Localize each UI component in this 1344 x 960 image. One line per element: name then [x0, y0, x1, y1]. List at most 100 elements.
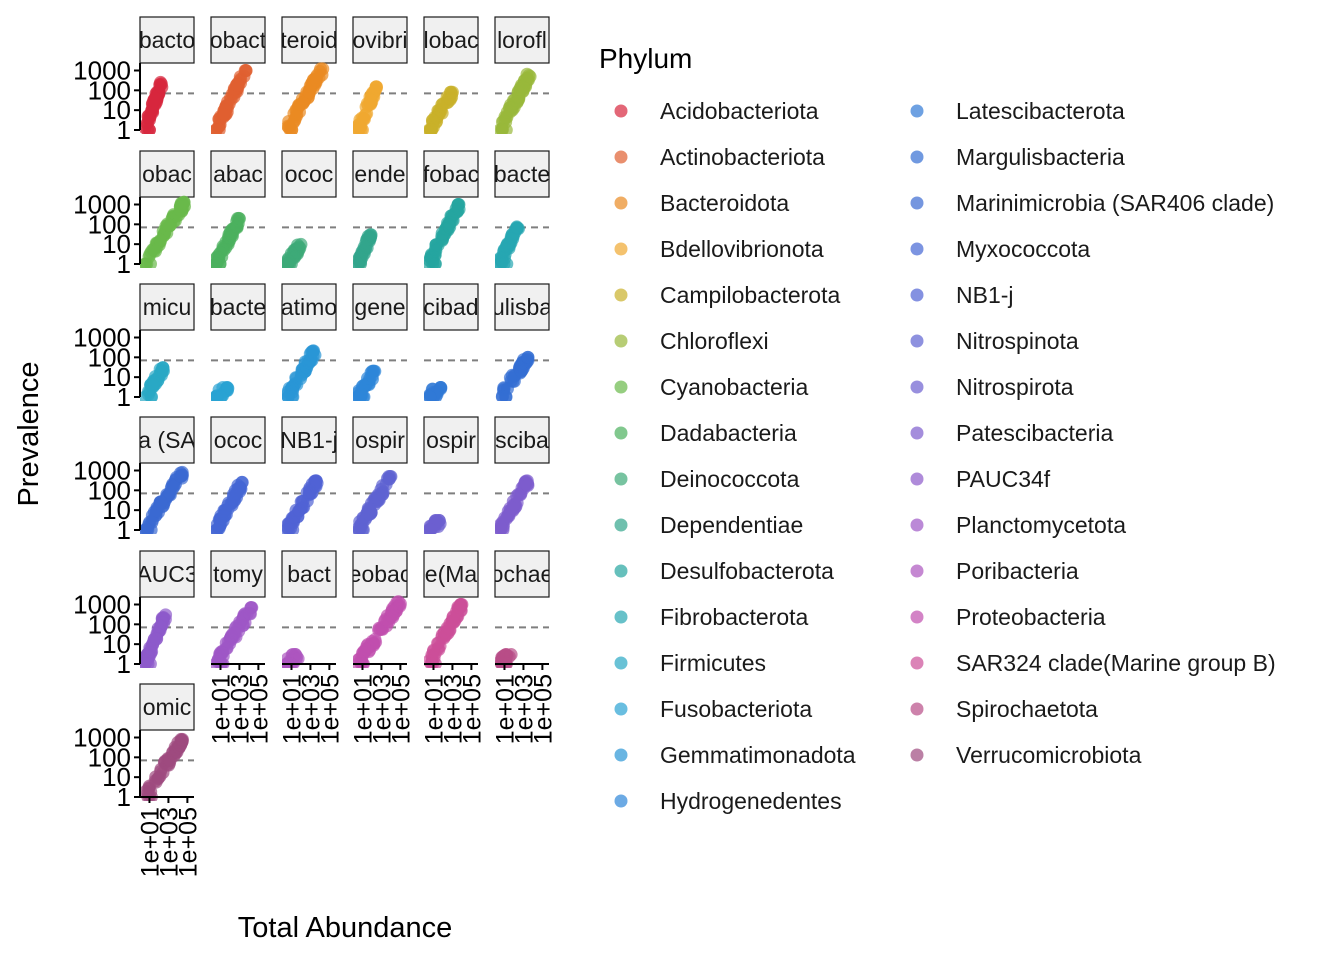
y-tick-label: 1	[117, 382, 131, 412]
x-tick-label: 1e+03	[155, 807, 183, 877]
legend-label: Bacteroidota	[660, 190, 789, 216]
legend-item: Proteobacteria	[910, 604, 1106, 630]
legend-label: Deinococcota	[660, 466, 800, 492]
legend-label: PAUC34f	[956, 466, 1051, 492]
y-tick-label: 1	[117, 115, 131, 145]
x-tick-label: 1e+05	[316, 674, 344, 744]
facet-panel-gemmatimonadota: atimo	[281, 283, 337, 401]
legend-key	[910, 380, 924, 394]
legend-title: Phylum	[599, 43, 692, 74]
legend-key	[614, 472, 628, 486]
data-point	[213, 257, 227, 268]
legend-item: Acidobacteriota	[614, 98, 819, 124]
data-point	[355, 111, 369, 125]
legend-item: PAUC34f	[910, 466, 1051, 492]
facet-strip-label: ospir	[355, 427, 405, 453]
facet-strip-label: ospir	[426, 427, 476, 453]
legend-key	[910, 518, 924, 532]
data-point	[503, 371, 517, 385]
facet-strip-label: cibad	[424, 294, 479, 320]
data-point	[140, 257, 154, 268]
x-tick-label: 1e+05	[245, 674, 273, 744]
facet-strip-label: gene	[354, 294, 405, 320]
legend-label: NB1-j	[956, 282, 1014, 308]
facet-strip	[423, 550, 479, 598]
legend-label: Myxococcota	[956, 236, 1090, 262]
data-point	[154, 495, 168, 509]
y-tick-label: 10	[102, 762, 131, 792]
facet-strip-label: fobac	[423, 161, 479, 187]
legend-item: Actinobacteriota	[614, 144, 825, 170]
data-point	[439, 628, 453, 642]
facet-strip	[494, 283, 550, 331]
data-point	[353, 390, 365, 401]
facet-strip-label: ovibri	[353, 27, 408, 53]
facet-panel-desulfobacterota: fobac	[423, 150, 479, 268]
data-point	[239, 63, 253, 77]
legend-label: Latescibacterota	[956, 98, 1125, 124]
facet-strip	[423, 416, 479, 464]
data-point	[175, 732, 189, 746]
facet-strip	[281, 283, 337, 331]
data-point	[147, 94, 161, 108]
data-point	[233, 615, 247, 629]
facet-panel-bacteroidota: teroid	[281, 16, 337, 134]
legend-label: SAR324 clade(Marine group B)	[956, 650, 1276, 676]
points	[140, 465, 189, 534]
facet-strip-label: lobac	[424, 27, 479, 53]
points	[140, 608, 173, 668]
legend-key	[910, 104, 924, 118]
data-point	[353, 257, 365, 268]
data-point	[502, 101, 516, 115]
legend-label: Nitrospirota	[956, 374, 1074, 400]
legend-label: Desulfobacterota	[660, 558, 834, 584]
facet-strip	[210, 550, 266, 598]
y-tick-label: 100	[88, 609, 131, 639]
facet-strip-label: ococ	[285, 161, 334, 187]
data-point	[364, 228, 378, 242]
points	[495, 474, 535, 534]
legend-key	[614, 242, 628, 256]
legend-item: NB1-j	[910, 282, 1014, 308]
facet-panel-dependentiae: ende	[352, 150, 408, 268]
legend-item: Cyanobacteria	[614, 374, 809, 400]
facet-panel-nitrospinota: ospir	[352, 416, 408, 534]
data-point	[433, 517, 447, 531]
legend-key	[614, 518, 628, 532]
data-point	[384, 469, 398, 483]
legend-label: Proteobacteria	[956, 604, 1106, 630]
facet-strip-label: tomy	[213, 561, 263, 587]
legend-item: Firmicutes	[614, 650, 766, 676]
facet-strip	[281, 150, 337, 198]
facet-panel-deinococcota: ococ	[281, 150, 337, 268]
data-point	[354, 123, 368, 134]
facet-strip-label: ococ	[214, 427, 263, 453]
facet-strip-label: ende	[354, 161, 405, 187]
data-point	[424, 390, 437, 401]
legend-label: Bdellovibrionota	[660, 236, 824, 262]
legend-label: Actinobacteriota	[660, 144, 825, 170]
data-point	[369, 635, 383, 649]
legend-key	[614, 150, 628, 164]
data-point	[296, 96, 310, 110]
facet-strip-label: bact	[287, 561, 331, 587]
facet-strip	[139, 16, 195, 64]
data-point	[214, 657, 228, 668]
data-point	[500, 257, 514, 268]
facet-strip-label: bacte	[494, 161, 550, 187]
data-point	[455, 597, 469, 611]
facet-strip	[494, 16, 550, 64]
facet-strip-label: obac	[142, 161, 192, 187]
points	[140, 361, 170, 401]
facet-strip-label: bacto	[139, 27, 195, 53]
data-point	[424, 523, 438, 534]
data-point	[159, 608, 173, 622]
data-point	[514, 364, 528, 378]
facet-strip	[352, 550, 408, 598]
